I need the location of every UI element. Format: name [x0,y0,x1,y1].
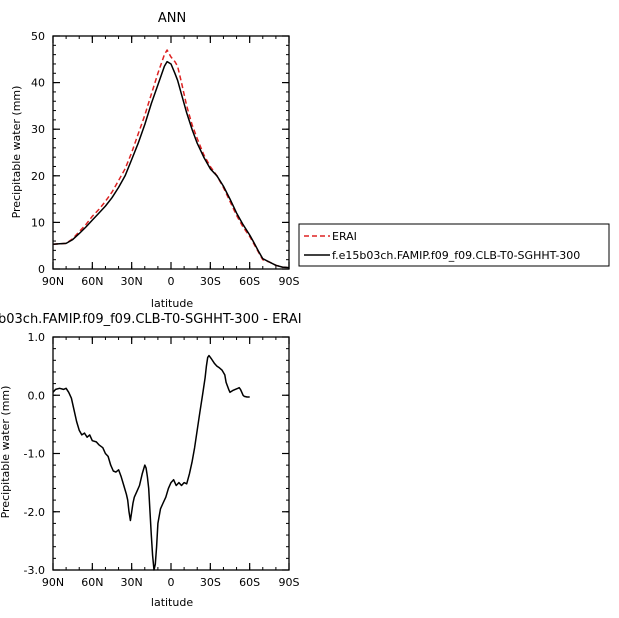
bottom-x-tick-label: 90S [279,576,300,589]
top-y-tick-label: 20 [31,170,45,183]
legend-box [298,223,610,267]
chart-top-ticks: 90N 60N 30N 0 30S 60S 90S 0 10 20 30 40 50 [31,30,300,288]
top-x-tick-label: 90N [42,275,64,288]
bottom-x-tick-label: 30S [200,576,221,589]
top-x-tick-label: 60S [239,275,260,288]
legend-label-erai: ERAI [332,230,357,243]
bottom-y-tick-label: -1.0 [24,448,45,461]
top-y-tick-label: 0 [38,263,45,276]
top-x-tick-label: 60N [81,275,103,288]
chart-top-title: ANN [158,11,186,26]
bottom-y-tick-label: 0.0 [28,389,46,402]
bottom-x-tick-label: 60N [81,576,103,589]
bottom-y-tick-label: -3.0 [24,564,45,577]
top-x-tick-label: 0 [168,275,175,288]
bottom-y-tick-label: 1.0 [28,331,46,344]
chart-top-ylabel: Precipitable water (mm) [10,86,23,219]
top-y-tick-label: 10 [31,216,45,229]
top-y-tick-label: 40 [31,77,45,90]
chart-top-legend: ERAI f.e15b03ch.FAMIP.f09_f09.CLB-T0-SGH… [298,223,610,267]
chart-top: ANN Precipitable water (mm) latitude 90N… [10,11,300,310]
top-y-tick-label: 50 [31,30,45,43]
chart-bottom-frame [52,336,290,571]
bottom-series-line-1 [52,354,250,571]
bottom-x-tick-label: 90N [42,576,64,589]
top-x-tick-label: 90S [279,275,300,288]
top-x-tick-label: 30N [121,275,143,288]
top-series-line-1 [52,49,290,269]
top-x-tick-label: 30S [200,275,221,288]
legend-label-model: f.e15b03ch.FAMIP.f09_f09.CLB-T0-SGHHT-30… [332,249,580,262]
chart-bottom-ticks: 90N 60N 30N 0 30S 60S 90S 1.0 0.0 -1.0 -2.0 -3.0 [24,331,300,589]
chart-bottom: b03ch.FAMIP.f09_f09.CLB-T0-SGHHT-300 - E… [0,312,302,609]
bottom-x-tick-label: 60S [239,576,260,589]
top-series-line-2 [52,60,290,269]
chart-top-frame [52,35,290,270]
bottom-x-tick-label: 30N [121,576,143,589]
chart-top-series [52,49,290,269]
top-y-tick-label: 30 [31,123,45,136]
chart-top-xlabel: latitude [151,297,193,310]
bottom-x-tick-label: 0 [168,576,175,589]
bottom-y-tick-label: -2.0 [24,506,45,519]
chart-bottom-series [52,354,250,571]
chart-bottom-title: b03ch.FAMIP.f09_f09.CLB-T0-SGHHT-300 - E… [0,312,302,327]
chart-bottom-ylabel: Precipitable water (mm) [0,386,12,519]
chart-bottom-xlabel: latitude [151,596,193,609]
